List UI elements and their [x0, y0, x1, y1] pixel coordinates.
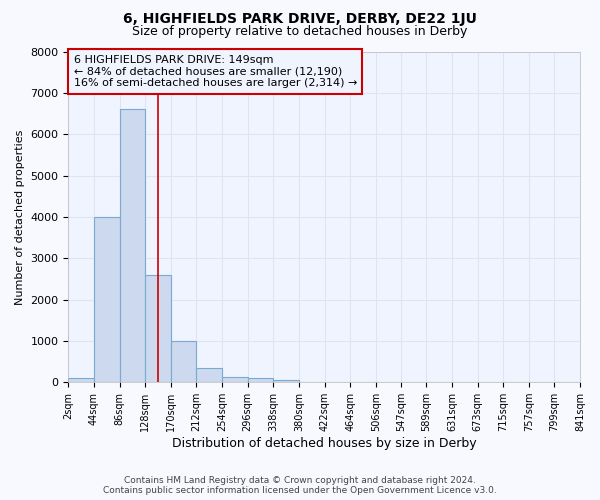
Text: Size of property relative to detached houses in Derby: Size of property relative to detached ho… — [133, 25, 467, 38]
Bar — [273, 380, 299, 382]
Bar — [196, 368, 222, 382]
Bar — [68, 378, 94, 382]
Bar — [222, 378, 248, 382]
Bar — [119, 110, 145, 382]
Text: 6 HIGHFIELDS PARK DRIVE: 149sqm
← 84% of detached houses are smaller (12,190)
16: 6 HIGHFIELDS PARK DRIVE: 149sqm ← 84% of… — [74, 55, 357, 88]
Text: 6, HIGHFIELDS PARK DRIVE, DERBY, DE22 1JU: 6, HIGHFIELDS PARK DRIVE, DERBY, DE22 1J… — [123, 12, 477, 26]
Y-axis label: Number of detached properties: Number of detached properties — [15, 129, 25, 304]
Bar — [94, 217, 119, 382]
X-axis label: Distribution of detached houses by size in Derby: Distribution of detached houses by size … — [172, 437, 476, 450]
Bar — [248, 378, 273, 382]
Bar — [145, 274, 171, 382]
Bar — [171, 341, 196, 382]
Text: Contains HM Land Registry data © Crown copyright and database right 2024.
Contai: Contains HM Land Registry data © Crown c… — [103, 476, 497, 495]
